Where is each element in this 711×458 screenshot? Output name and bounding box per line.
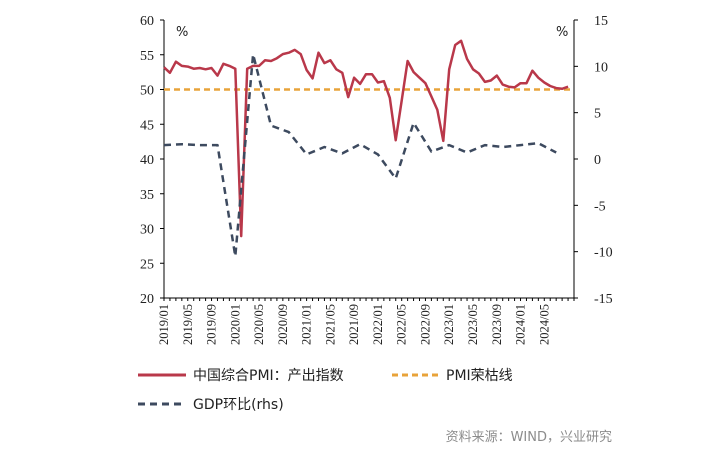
left-axis-tick-label: 45 xyxy=(140,118,154,133)
right-axis-tick-label: -15 xyxy=(594,292,613,307)
legend-label-pmi: 中国综合PMI：产出指数 xyxy=(193,368,344,384)
x-axis-tick-label: 2024/01 xyxy=(514,304,528,345)
x-axis-tick-label: 2023/05 xyxy=(466,304,480,345)
source-note: 资料来源：WIND，兴业研究 xyxy=(446,430,612,445)
left-axis: 20 25 30 35 40 45 50 55 60 xyxy=(140,14,165,307)
left-axis-tick-label: 20 xyxy=(140,292,154,307)
x-axis-tick-label: 2023/01 xyxy=(442,304,456,345)
x-axis-tick-label: 2019/05 xyxy=(181,304,195,345)
x-axis-tick-label: 2019/01 xyxy=(157,304,171,345)
right-axis-tick-label: 0 xyxy=(594,153,601,168)
left-axis-tick-label: 55 xyxy=(140,49,154,64)
x-axis-tick-label: 2020/09 xyxy=(276,304,290,345)
left-axis-unit: % xyxy=(176,25,188,40)
plot-area xyxy=(163,39,574,258)
x-axis-tick-label: 2021/05 xyxy=(323,304,337,345)
x-axis-tick-label: 2022/05 xyxy=(395,304,409,345)
x-axis: 2019/01 2019/05 2019/09 2020/01 2020/05 2020/… xyxy=(157,297,575,345)
left-axis-tick-label: 30 xyxy=(140,223,154,238)
right-axis-tick-label: 15 xyxy=(594,14,608,29)
right-axis-tick-label: 5 xyxy=(594,107,601,122)
left-axis-tick-label: 40 xyxy=(140,153,154,168)
right-axis-tick-label: 10 xyxy=(594,60,608,75)
left-axis-tick-label: 35 xyxy=(140,188,154,203)
x-axis-tick-label: 2021/01 xyxy=(300,304,314,345)
right-axis-tick-label: -5 xyxy=(594,199,606,214)
legend-label-pmi-line: PMI荣枯线 xyxy=(446,368,513,384)
right-axis-unit: % xyxy=(556,25,568,40)
x-axis-tick-label: 2023/09 xyxy=(490,304,504,345)
left-axis-tick-label: 25 xyxy=(140,257,154,272)
right-axis-tick-label: -10 xyxy=(594,246,613,261)
x-axis-tick-label: 2024/05 xyxy=(537,304,551,345)
x-axis-tick-label: 2022/09 xyxy=(418,304,432,345)
pmi-output-series-line xyxy=(163,39,569,238)
right-axis: -15 -10 -5 0 5 10 15 xyxy=(573,14,613,307)
left-axis-tick-label: 60 xyxy=(140,14,154,29)
left-axis-tick-label: 50 xyxy=(140,84,154,99)
x-axis-tick-label: 2021/09 xyxy=(347,304,361,345)
x-axis-tick-label: 2020/01 xyxy=(228,304,242,345)
x-axis-tick-label: 2019/09 xyxy=(205,304,219,345)
x-axis-tick-label: 2022/01 xyxy=(371,304,385,345)
legend: 中国综合PMI：产出指数 PMI荣枯线 GDP环比(rhs) xyxy=(138,368,513,413)
x-axis-tick-label: 2020/05 xyxy=(252,304,266,345)
legend-label-gdp: GDP环比(rhs) xyxy=(193,397,284,413)
